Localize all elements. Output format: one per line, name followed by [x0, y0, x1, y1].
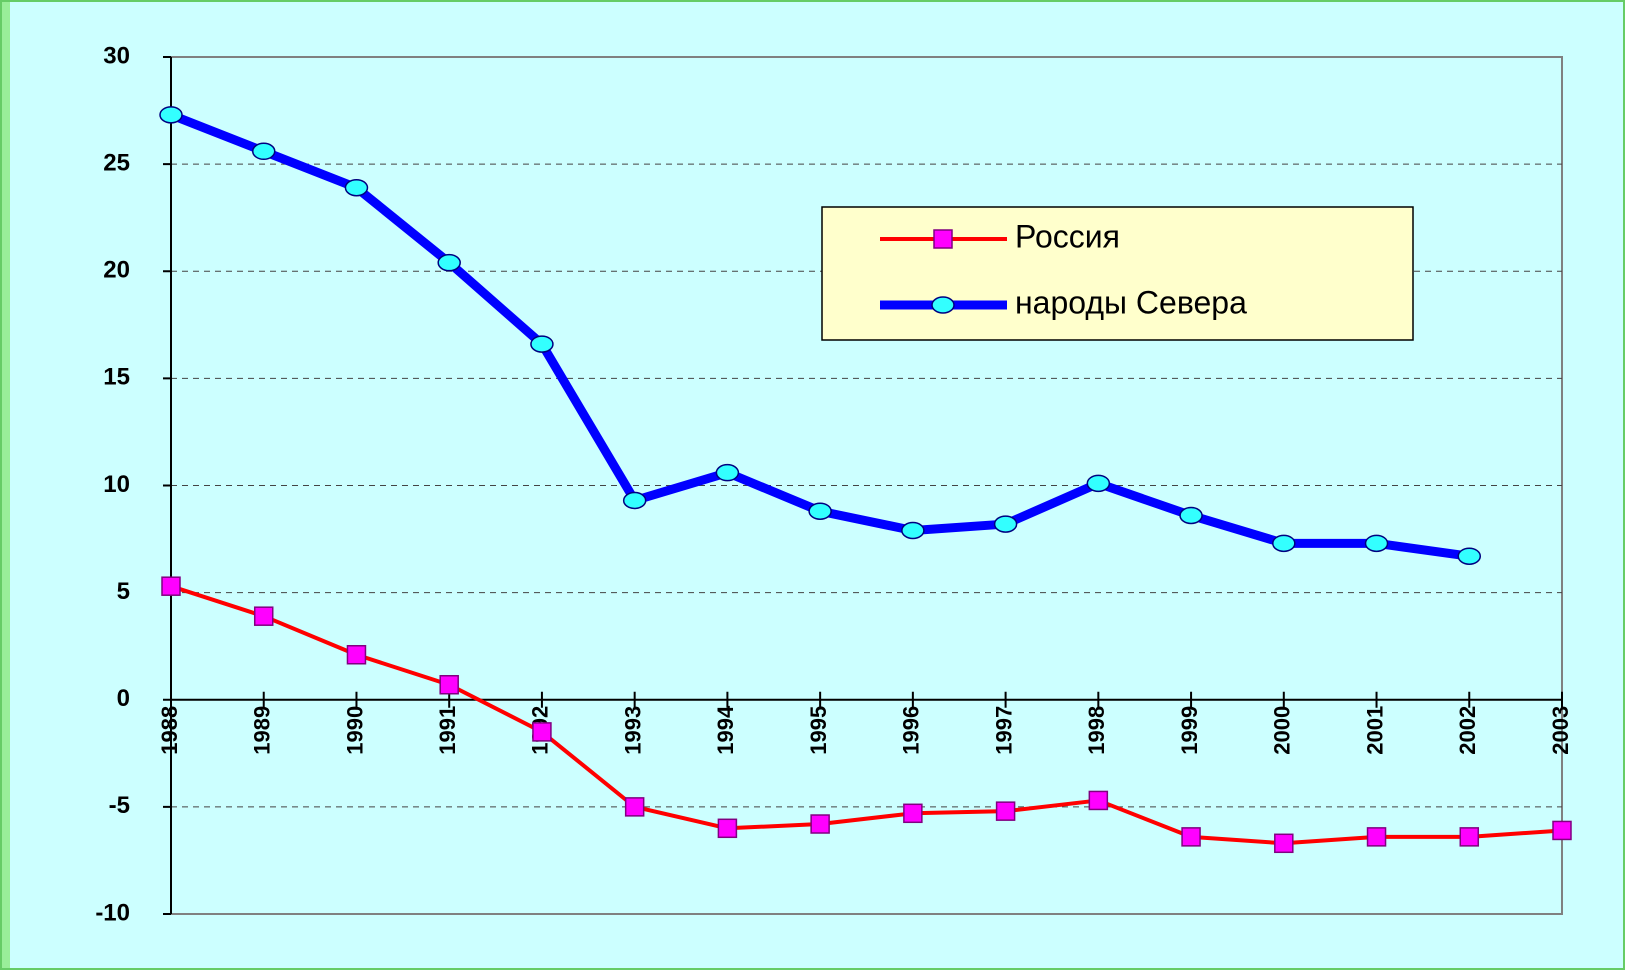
x-tick-label: 2003 — [1548, 706, 1573, 755]
y-tick-label: 30 — [103, 42, 130, 69]
marker — [1088, 790, 1109, 811]
marker — [1459, 827, 1480, 847]
x-tick-label: 1991 — [435, 706, 460, 755]
marker — [717, 818, 738, 839]
x-tick-label: 1989 — [250, 706, 275, 755]
y-tick-label: 10 — [103, 471, 130, 498]
x-tick-label: 2002 — [1455, 706, 1480, 755]
x-tick-label: 2000 — [1270, 706, 1295, 755]
marker — [993, 515, 1018, 533]
marker — [995, 801, 1016, 821]
marker — [715, 463, 740, 482]
marker — [439, 675, 459, 695]
marker — [251, 142, 276, 161]
y-tick-label: -10 — [95, 899, 130, 926]
x-tick-label: 1994 — [713, 705, 738, 755]
marker — [1274, 833, 1294, 854]
x-tick-label: 1999 — [1177, 706, 1202, 755]
legend-marker — [931, 296, 955, 314]
x-tick-label: 1990 — [342, 706, 367, 755]
y-tick-label: 5 — [117, 578, 130, 605]
marker — [437, 253, 461, 272]
marker — [810, 814, 830, 834]
marker — [1552, 820, 1572, 841]
x-tick-label: 1993 — [620, 706, 645, 755]
marker — [1181, 827, 1201, 847]
y-tick-label: 0 — [117, 685, 130, 712]
marker — [901, 521, 925, 540]
x-tick-label: 2001 — [1362, 706, 1387, 755]
marker — [253, 606, 274, 626]
marker — [1272, 534, 1296, 553]
marker — [530, 335, 554, 353]
x-tick-label: 1995 — [806, 706, 831, 755]
marker — [624, 797, 645, 817]
y-tick-label: -5 — [109, 792, 130, 819]
legend-box — [821, 206, 1414, 341]
marker — [1086, 474, 1111, 493]
series-line — [170, 584, 1563, 846]
x-tick-label: 1988 — [157, 706, 182, 755]
marker — [808, 502, 832, 520]
marker — [532, 722, 552, 742]
x-tick-label: 1998 — [1084, 706, 1109, 755]
x-tick-label: 1997 — [991, 706, 1016, 755]
x-tick-label: 1996 — [899, 706, 924, 755]
left-edge — [2, 2, 10, 968]
legend-label: народы Севера — [1015, 284, 1247, 320]
marker — [1366, 827, 1387, 847]
y-tick-label: 20 — [103, 257, 130, 284]
marker — [622, 491, 647, 510]
y-tick-label: 15 — [103, 364, 130, 391]
marker — [159, 106, 183, 124]
y-tick-label: 25 — [103, 149, 130, 176]
legend-label: Россия — [1015, 218, 1120, 254]
legend-marker — [933, 229, 953, 249]
marker — [903, 803, 923, 824]
marker — [1457, 547, 1482, 565]
marker — [346, 645, 367, 665]
marker — [344, 178, 369, 197]
marker — [1364, 534, 1389, 553]
marker — [161, 576, 181, 596]
marker — [1179, 506, 1203, 525]
